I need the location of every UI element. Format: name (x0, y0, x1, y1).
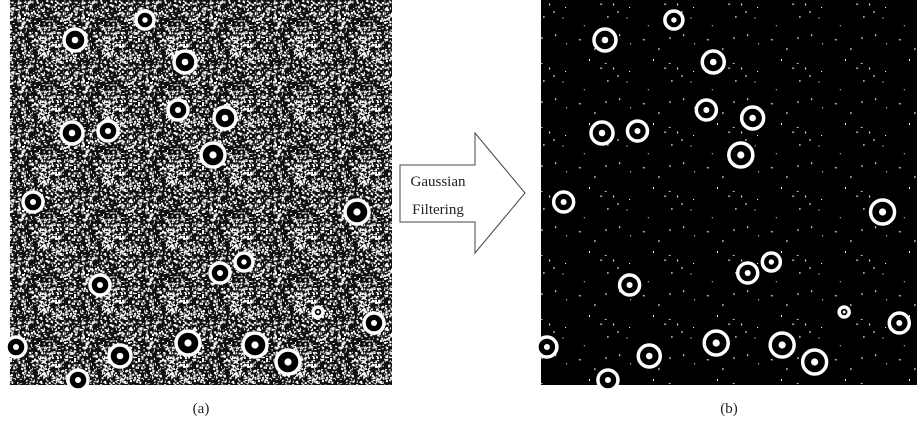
cell-core (710, 59, 717, 66)
cell-core (97, 282, 103, 288)
cell-core (371, 320, 377, 326)
cell-core (209, 151, 216, 158)
cell-core (72, 37, 79, 44)
cell-core (627, 282, 633, 288)
noise (541, 0, 917, 385)
panel-filtered (537, 0, 917, 390)
cell-core (769, 259, 774, 264)
cell-core (251, 341, 258, 348)
page: Gaussian Filtering (a) (b) (() => { cons… (0, 0, 917, 426)
cell-core (779, 341, 786, 348)
noise (10, 0, 392, 385)
panel-noisy (6, 0, 392, 390)
cell-core (105, 128, 111, 134)
panel-label: (b) (720, 401, 738, 417)
cell-core (646, 353, 653, 360)
cell-core (811, 358, 818, 365)
panel-label: (a) (193, 401, 210, 417)
cell-core (13, 344, 19, 350)
cell-core (737, 151, 744, 158)
cell-core (671, 17, 676, 22)
cell-core (182, 59, 189, 66)
arrow (400, 133, 525, 253)
cell-core (544, 344, 550, 350)
cell-core (896, 320, 902, 326)
cell-core (30, 199, 36, 205)
cell-core (843, 311, 846, 314)
cell-core (217, 270, 223, 276)
cell-core (284, 358, 291, 365)
cell-core (69, 130, 76, 137)
cell-core (634, 128, 640, 134)
cell-core (175, 107, 181, 113)
cell-core (317, 311, 320, 314)
arrow-label: Filtering (412, 202, 464, 218)
figure: Gaussian Filtering (a) (b) (0, 0, 917, 426)
cell-core (703, 107, 709, 113)
cell-core (222, 115, 229, 122)
cell-core (745, 270, 751, 276)
cell-core (184, 339, 191, 346)
cell-core (749, 115, 756, 122)
cell-core (142, 17, 147, 22)
arrow-label: Gaussian (411, 174, 466, 190)
cell-core (879, 208, 886, 215)
cell-core (241, 259, 246, 264)
cell-core (561, 199, 567, 205)
cell-core (353, 208, 360, 215)
cell-core (75, 377, 81, 383)
cell-core (605, 377, 611, 383)
cell-core (117, 353, 124, 360)
cell-core (713, 339, 720, 346)
cell-core (602, 37, 609, 44)
cell-core (599, 130, 606, 137)
